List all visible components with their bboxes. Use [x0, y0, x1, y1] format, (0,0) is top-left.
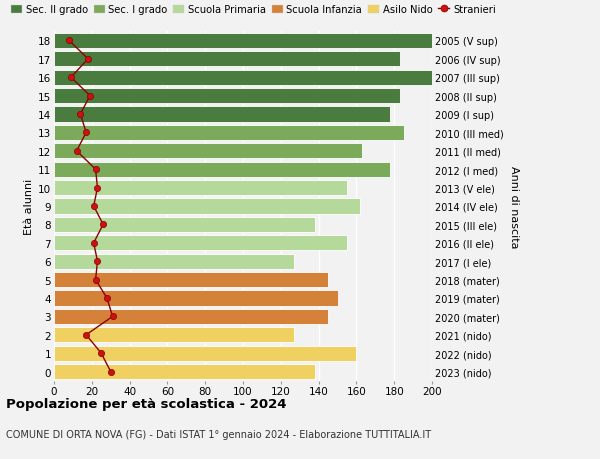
Y-axis label: Età alunni: Età alunni — [24, 179, 34, 235]
Bar — [54, 89, 400, 104]
Text: COMUNE DI ORTA NOVA (FG) - Dati ISTAT 1° gennaio 2024 - Elaborazione TUTTITALIA.: COMUNE DI ORTA NOVA (FG) - Dati ISTAT 1°… — [6, 429, 431, 439]
Bar — [54, 273, 328, 287]
Bar — [54, 328, 294, 342]
Bar — [54, 199, 360, 214]
Bar — [54, 126, 404, 140]
Text: Popolazione per età scolastica - 2024: Popolazione per età scolastica - 2024 — [6, 397, 287, 410]
Bar — [54, 34, 442, 49]
Bar — [54, 107, 391, 122]
Bar — [54, 364, 315, 379]
Bar — [54, 52, 400, 67]
Bar — [54, 181, 347, 196]
Bar — [54, 346, 356, 361]
Bar — [54, 71, 432, 85]
Bar — [54, 162, 391, 177]
Y-axis label: Anni di nascita: Anni di nascita — [509, 165, 519, 248]
Legend: Sec. II grado, Sec. I grado, Scuola Primaria, Scuola Infanzia, Asilo Nido, Stran: Sec. II grado, Sec. I grado, Scuola Prim… — [11, 5, 496, 15]
Bar — [54, 144, 362, 159]
Bar — [54, 218, 315, 232]
Bar — [54, 236, 347, 251]
Bar — [54, 291, 337, 306]
Bar — [54, 254, 294, 269]
Bar — [54, 309, 328, 324]
